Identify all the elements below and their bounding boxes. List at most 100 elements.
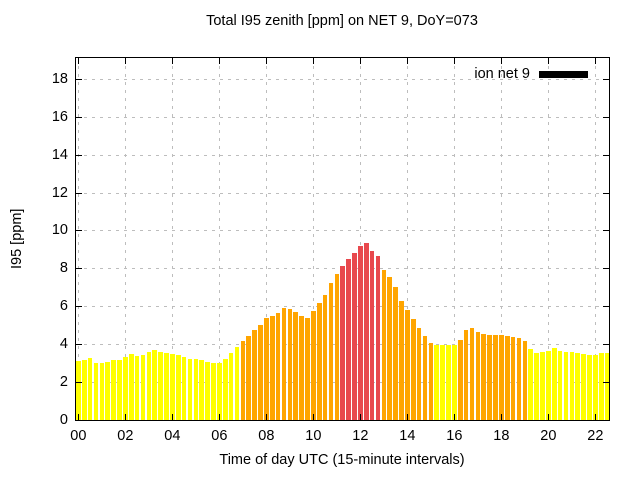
bar <box>587 354 592 420</box>
x-tick-mark <box>547 58 549 64</box>
bar <box>469 328 475 420</box>
y-tick-label: 6 <box>59 298 68 315</box>
bar <box>240 340 246 420</box>
bar <box>399 300 404 420</box>
bar <box>146 351 152 420</box>
bar <box>93 363 99 420</box>
y-tick-label: 18 <box>51 71 68 88</box>
bar <box>340 265 346 420</box>
bar <box>446 344 451 420</box>
bar <box>99 363 105 420</box>
bar <box>352 252 357 420</box>
bar <box>551 348 557 420</box>
bar <box>81 360 87 420</box>
y-tick-mark <box>76 154 82 156</box>
legend-swatch-icon <box>539 70 588 78</box>
x-tick-mark <box>124 58 126 64</box>
bar <box>457 339 463 420</box>
y-tick-mark <box>603 419 609 420</box>
bar <box>264 317 269 420</box>
bar <box>211 363 216 420</box>
x-tick-mark <box>359 58 361 64</box>
x-tick-mark <box>171 414 173 420</box>
x-gridline <box>500 58 502 420</box>
y-tick-mark <box>76 419 82 420</box>
bar <box>128 353 134 420</box>
x-tick-label: 10 <box>305 428 322 444</box>
bar <box>405 310 410 420</box>
bar <box>528 348 534 420</box>
x-tick-mark <box>77 414 79 420</box>
y-tick-label: 4 <box>59 335 68 352</box>
x-tick-mark <box>500 414 502 420</box>
x-tick-mark <box>312 58 314 64</box>
legend-label: ion net 9 <box>474 66 530 82</box>
x-tick-mark <box>265 58 267 64</box>
bar <box>440 344 445 420</box>
bar <box>311 311 316 420</box>
bar <box>158 351 163 420</box>
bar <box>522 340 528 420</box>
x-tick-mark <box>594 414 596 420</box>
bar <box>393 286 398 420</box>
x-tick-label: 06 <box>211 428 228 444</box>
y-tick-mark <box>603 154 609 156</box>
bar <box>334 274 340 420</box>
y-tick-mark <box>76 381 82 383</box>
bar <box>428 342 434 420</box>
x-tick-mark <box>453 58 455 64</box>
x-tick-mark <box>124 414 126 420</box>
x-tick-mark <box>359 414 361 420</box>
bar <box>575 352 581 420</box>
bar <box>422 335 428 420</box>
bar <box>499 334 504 420</box>
bar-series <box>76 58 609 420</box>
x-tick-mark <box>453 414 455 420</box>
bar <box>493 334 498 420</box>
bar <box>463 330 469 420</box>
bar <box>581 353 586 420</box>
bar <box>328 282 334 420</box>
bar <box>516 337 522 420</box>
x-gridline <box>359 58 361 420</box>
bar <box>604 352 609 420</box>
y-tick-mark <box>76 343 82 345</box>
bar <box>375 255 381 420</box>
bar <box>293 312 299 420</box>
bar <box>76 361 81 420</box>
bar <box>105 362 111 420</box>
y-tick-mark <box>76 79 82 81</box>
y-gridline <box>76 117 609 119</box>
x-tick-label: 22 <box>587 428 604 444</box>
x-gridline <box>547 58 549 420</box>
bar <box>269 316 275 420</box>
x-gridline <box>594 58 596 420</box>
bar <box>510 336 516 420</box>
x-tick-label: 14 <box>399 428 416 444</box>
tick-layer <box>76 58 609 420</box>
bar <box>134 355 140 420</box>
x-gridline <box>312 58 314 420</box>
y-tick-label: 10 <box>51 222 68 239</box>
bar <box>205 362 210 420</box>
y-tick-mark <box>76 117 82 119</box>
bar <box>193 358 199 420</box>
bar <box>387 277 393 420</box>
y-tick-mark <box>603 268 609 270</box>
x-tick-label: 00 <box>70 428 87 444</box>
x-tick-label: 12 <box>352 428 369 444</box>
bar <box>346 259 351 420</box>
bar <box>217 363 222 420</box>
bar <box>557 351 563 420</box>
x-tick-mark <box>312 414 314 420</box>
bar <box>164 352 169 420</box>
y-tick-label: 16 <box>51 109 68 126</box>
x-tick-mark <box>218 414 220 420</box>
bar <box>287 309 293 420</box>
x-tick-mark <box>500 58 502 64</box>
y-tick-mark <box>603 192 609 194</box>
bar <box>598 352 604 420</box>
y-tick-mark <box>603 306 609 308</box>
bar <box>540 352 545 420</box>
bar <box>487 334 492 420</box>
